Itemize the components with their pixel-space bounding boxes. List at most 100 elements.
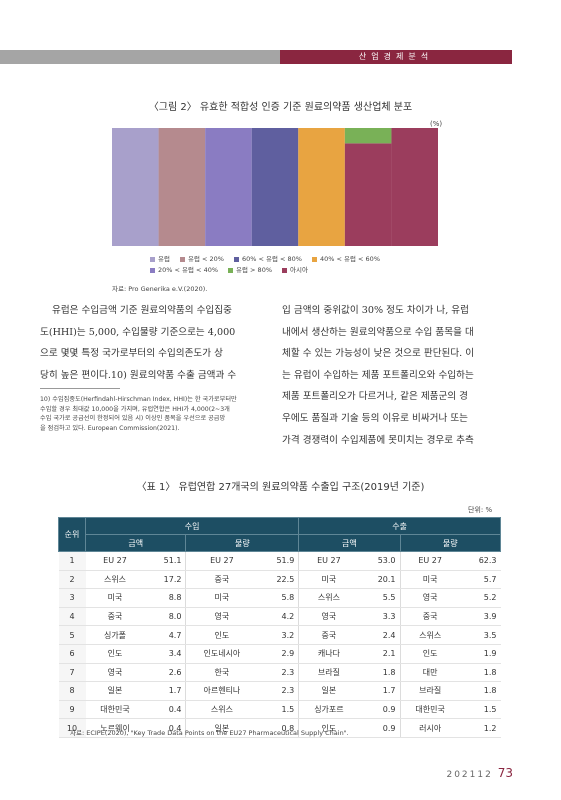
- body-text-line: 는 유럽이 수입하는 제품 포트폴리오와 수입하는: [282, 369, 474, 381]
- value-cell: 2.6: [144, 663, 187, 683]
- legend-label: 아시아: [290, 266, 308, 274]
- country-cell: 일본: [85, 681, 145, 701]
- value-cell: 5.5: [358, 588, 401, 608]
- country-cell: 영국: [400, 588, 460, 608]
- country-cell: 브라질: [298, 663, 359, 683]
- value-cell: 17.2: [144, 570, 187, 590]
- footnote: 10) 수입집중도(Herfindahl-Hirschman Index, HH…: [40, 395, 262, 433]
- table-row: 9 대한민국 0.4 스위스 1.5 싱가포르 0.9 대한민국 1.5: [58, 700, 501, 720]
- value-cell: 4.2: [257, 607, 300, 627]
- body-text-line: 우에도 품질과 기술 등의 이유로 비싸거나 또는: [282, 412, 468, 424]
- table-source: 자료: ECIPE(2020), "Key Trade Data Points …: [70, 729, 349, 737]
- value-cell: 5.8: [257, 588, 300, 608]
- legend-swatch: [179, 257, 185, 262]
- value-cell: 3.2: [257, 625, 300, 645]
- value-cell: 1.5: [257, 700, 300, 720]
- body-text-line: 당히 높은 편이다.10) 원료의약품 수출 금액과 수: [40, 369, 237, 381]
- country-cell: 아르헨티나: [185, 681, 258, 701]
- value-cell: 3.5: [459, 625, 501, 645]
- country-cell: 일본: [298, 681, 359, 701]
- trade-structure-table: 순위 수입 수출 금액 물량 금액 물량 1 EU 27 51.1 EU 27 51.9…: [58, 517, 502, 738]
- value-cell: 1.5: [459, 700, 501, 720]
- value-cell: 5.7: [459, 570, 501, 590]
- rank-cell: 7: [58, 663, 86, 683]
- legend-swatch: [311, 257, 317, 262]
- header-import: 수입: [84, 517, 300, 535]
- legend-item: 유럽 < 20%: [179, 254, 224, 265]
- country-cell: 대만: [400, 663, 460, 683]
- value-cell: 53.0: [358, 551, 401, 571]
- header-export-amount: 금액: [298, 534, 401, 552]
- rank-cell: 1: [58, 551, 86, 571]
- rank-cell: 2: [58, 570, 86, 590]
- value-cell: 20.1: [358, 570, 401, 590]
- value-cell: 2.3: [257, 681, 300, 701]
- country-cell: 영국: [298, 607, 359, 627]
- value-cell: 1.2: [459, 718, 501, 738]
- footnote-line: 을 점검하고 있다. European Commission(2021).: [40, 424, 180, 432]
- value-cell: 8.8: [144, 588, 187, 608]
- value-cell: 3.4: [144, 644, 187, 664]
- issue-number: 202112: [446, 770, 493, 780]
- bar-segment: [298, 128, 345, 246]
- country-cell: 미국: [185, 588, 258, 608]
- legend-label: 40% < 유럽 < 60%: [319, 255, 380, 263]
- country-cell: 스위스: [185, 700, 258, 720]
- country-cell: 싱가포르: [298, 700, 359, 720]
- country-cell: EU 27: [85, 551, 145, 571]
- value-cell: 0.9: [358, 718, 401, 738]
- legend-label: 유럽: [158, 255, 170, 263]
- value-cell: 3.3: [358, 607, 401, 627]
- country-cell: 노르웨이: [85, 718, 145, 738]
- country-cell: 싱가폴: [85, 625, 145, 645]
- body-text-right: 입 금액의 중위값이 30% 정도 차이가 나, 유럽 내에서 생산하는 원료의약…: [282, 300, 504, 451]
- table-row: 6 인도 3.4 인도네시아 2.9 캐나다 2.1 인도 1.9: [58, 644, 501, 664]
- body-text-line: 으로 몇몇 특정 국가로부터의 수입의존도가 상: [40, 348, 223, 360]
- legend-item: 유럽 > 80%: [228, 265, 272, 276]
- legend-swatch: [282, 268, 288, 273]
- body-text-line: 내에서 생산하는 원료의약품으로 수입 품목을 대: [282, 326, 474, 338]
- country-cell: 인도: [85, 644, 145, 664]
- value-cell: 4.7: [144, 625, 187, 645]
- header-import-volume: 물량: [185, 534, 300, 552]
- country-cell: 중국: [185, 570, 258, 590]
- figure-source: 자료: Pro Generika e.V.(2020).: [112, 285, 208, 293]
- table-row: 8 일본 1.7 아르헨티나 2.3 일본 1.7 브라질 1.8: [58, 681, 501, 701]
- body-text-line: 제품 포트폴리오가 다르거나, 같은 제품군의 경: [282, 391, 468, 403]
- header-export-volume: 물량: [399, 534, 502, 552]
- legend-item: 아시아: [282, 265, 308, 276]
- bar-segment: [112, 128, 159, 246]
- country-cell: 중국: [298, 625, 359, 645]
- value-cell: 1.8: [459, 681, 501, 701]
- body-text-line: 가격 경쟁력이 수입제품에 못미치는 경우로 추측: [282, 434, 474, 446]
- legend-swatch: [150, 268, 155, 273]
- value-cell: 1.9: [459, 644, 501, 664]
- value-cell: 51.1: [144, 551, 187, 571]
- country-cell: 대한민국: [400, 700, 460, 720]
- value-cell: 8.0: [144, 607, 187, 627]
- country-cell: 중국: [85, 607, 145, 627]
- bar-segment: [158, 128, 206, 246]
- footnote-divider: [40, 388, 120, 389]
- page-footer: 202112 73: [446, 766, 513, 780]
- header-export: 수출: [298, 517, 501, 535]
- country-cell: EU 27: [400, 551, 460, 571]
- value-cell: 1.7: [144, 681, 187, 701]
- figure-title: 〈그림 2〉 유효한 적합성 인증 기준 원료의약품 생산업체 분포: [148, 102, 413, 113]
- bar-segment: [344, 143, 392, 246]
- table-row: 7 영국 2.6 한국 2.3 브라질 1.8 대만 1.8: [58, 663, 501, 683]
- table-row: 2 스위스 17.2 중국 22.5 미국 20.1 미국 5.7: [58, 570, 501, 590]
- legend-label: 유럽 < 20%: [187, 255, 224, 263]
- footnote-line: 10) 수입집중도(Herfindahl-Hirschman Index, HH…: [40, 396, 237, 403]
- value-cell: 2.3: [257, 663, 300, 683]
- page-number: 73: [497, 766, 513, 780]
- table-row: 1 EU 27 51.1 EU 27 51.9 EU 27 53.0 EU 27 62.3: [58, 551, 501, 571]
- country-cell: 인도네시아: [185, 644, 258, 664]
- footnote-line: 수입 국가로 공급선이 한정되어 있음 시) 이상인 품목을 우선으로 공급망: [40, 415, 226, 423]
- value-cell: 0.8: [257, 718, 300, 738]
- country-cell: 인도: [400, 644, 460, 664]
- body-text-line: 체할 수 있는 가능성이 낮은 것으로 판단된다. 이: [282, 348, 475, 360]
- body-text-left: 유럽은 수입금액 기준 원료의약품의 수입집중 도(HHI)는 5,000, 수입…: [40, 300, 262, 386]
- country-cell: 브라질: [400, 681, 460, 701]
- stacked-bar-chart: [112, 128, 438, 246]
